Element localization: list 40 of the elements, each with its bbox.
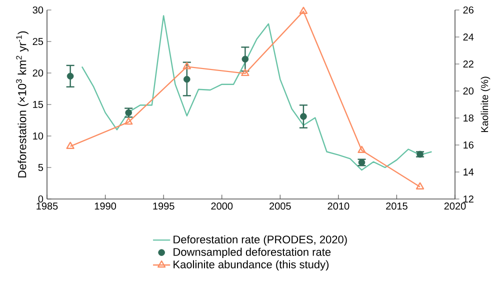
y2-tick-label: 26 bbox=[463, 6, 474, 14]
y2-tick-label: 22 bbox=[463, 60, 474, 68]
point bbox=[358, 146, 366, 153]
x-tick-label: 2010 bbox=[328, 202, 350, 210]
point bbox=[299, 6, 308, 14]
y2-tick-label: 12 bbox=[464, 196, 474, 202]
y-tick-label: 15 bbox=[33, 101, 44, 108]
y-tick-label: 10 bbox=[33, 132, 44, 140]
point bbox=[242, 56, 249, 63]
legend-label: Kaolinite abundance (this study) bbox=[174, 260, 329, 271]
y2-tick-label: 16 bbox=[464, 141, 474, 149]
y-axis-title: Deforestation (×10$^{3}$ km$^{2}$ yr$^{-1}$) bbox=[16, 31, 28, 178]
x-tick-label: 1990 bbox=[94, 202, 116, 210]
point bbox=[66, 72, 74, 80]
x-tick-label: 2005 bbox=[270, 202, 291, 210]
point bbox=[124, 117, 133, 125]
point bbox=[183, 76, 190, 83]
point bbox=[182, 62, 191, 70]
y2-tick-label: 20 bbox=[463, 87, 474, 95]
y2-tick-label: 14 bbox=[464, 168, 474, 176]
x-tick-label: 1995 bbox=[153, 202, 174, 210]
point bbox=[66, 142, 74, 149]
y-tick-label: 5 bbox=[38, 164, 44, 171]
legend-label: Downsampled deforestation rate bbox=[174, 248, 331, 258]
y2-tick-label: 18 bbox=[464, 114, 474, 122]
point bbox=[300, 113, 307, 120]
line-series bbox=[81, 15, 432, 171]
x-tick-label: 2020 bbox=[444, 202, 466, 210]
y-tick-label: 25 bbox=[32, 38, 44, 46]
y-tick-label: 30 bbox=[32, 6, 44, 14]
point bbox=[416, 182, 424, 190]
y-tick-label: 20 bbox=[32, 69, 44, 77]
x-tick-label: 2015 bbox=[386, 202, 408, 210]
y2-tick-label: 24 bbox=[463, 34, 474, 40]
point bbox=[241, 68, 250, 76]
y-tick-label: 0 bbox=[38, 195, 44, 203]
legend-label: Deforestation rate (PRODES, 2020) bbox=[174, 235, 347, 246]
y2-axis-title: Kaolinite (%) bbox=[480, 76, 490, 132]
x-tick-label: 1985 bbox=[36, 202, 58, 210]
x-tick-label: 2000 bbox=[211, 202, 233, 210]
